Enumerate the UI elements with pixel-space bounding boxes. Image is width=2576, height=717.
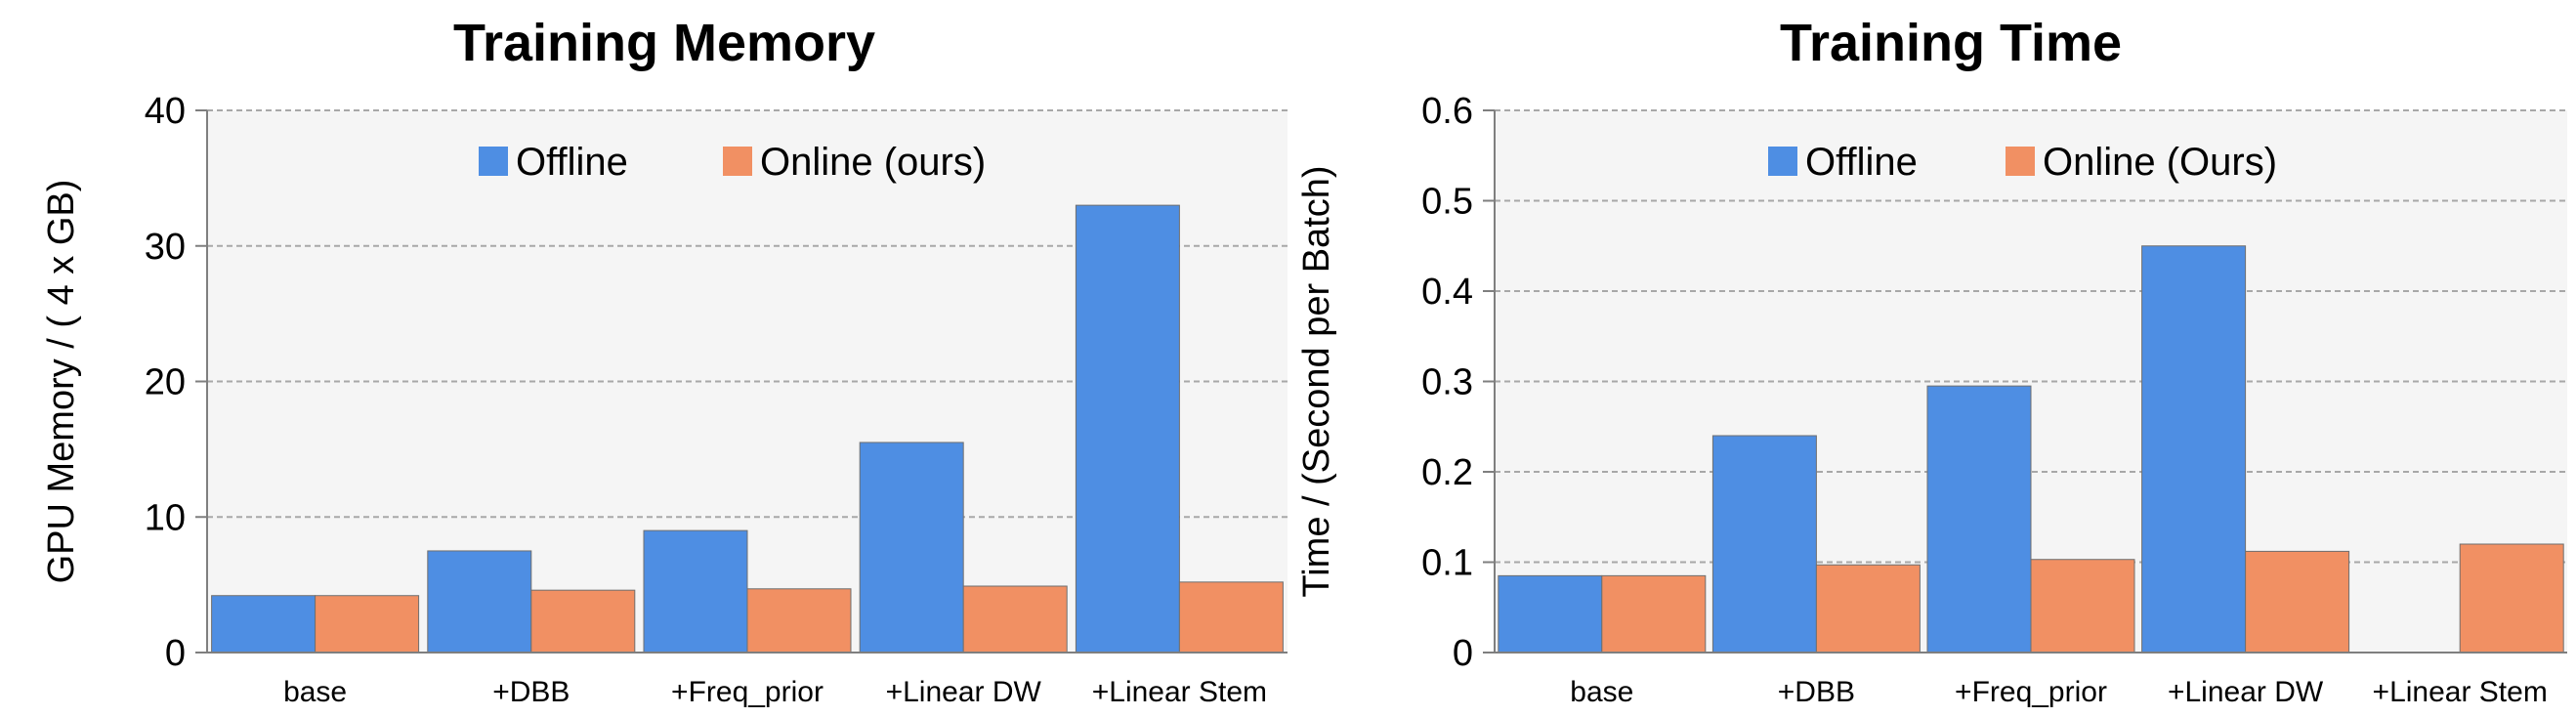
y-tick-label: 30	[145, 227, 186, 268]
y-tick-label: 0	[1453, 633, 1473, 674]
bar-online	[315, 595, 420, 654]
bar-online	[1815, 564, 1921, 654]
y-tick-label: 0.1	[1421, 543, 1473, 584]
y-tick-label: 10	[145, 497, 186, 538]
legend-label-online: Online (Ours)	[2043, 141, 2277, 184]
bar-online	[2030, 559, 2135, 654]
bar-online	[2245, 550, 2350, 654]
chart-2: 0 0.1 0.2 0.3 0.4 0.5 0.6 base +DBB +Freq_prior +L…	[1296, 14, 2567, 708]
bar-online	[1601, 574, 1707, 654]
bar-online	[962, 585, 1068, 654]
bar-online	[2459, 543, 2564, 654]
y-tick-label: 0.2	[1421, 452, 1473, 493]
x-tick-label: base	[283, 676, 347, 708]
chart-title: Training Time	[1780, 14, 2122, 72]
y-tick-label: 20	[145, 362, 186, 403]
y-tick-label: 0.3	[1421, 362, 1473, 403]
bar-offline	[643, 529, 748, 654]
bar-online	[1178, 581, 1284, 654]
legend-swatch-online	[723, 147, 752, 176]
legend-label-online: Online (ours)	[760, 141, 986, 184]
legend-label-offline: Offline	[1805, 141, 1918, 184]
legend-label-offline: Offline	[516, 141, 628, 184]
bar-online	[746, 588, 852, 654]
x-tick-label: +Freq_prior	[1955, 676, 2107, 708]
bar-offline	[1075, 204, 1180, 654]
chart-title: Training Memory	[453, 14, 875, 72]
x-tick-label: +Linear Stem	[1092, 676, 1267, 708]
bar-offline	[1926, 385, 2032, 654]
x-tick-label: +DBB	[1778, 676, 1855, 708]
x-tick-label: base	[1570, 676, 1633, 708]
bar-offline	[211, 595, 317, 654]
y-tick-label: 0.5	[1421, 182, 1473, 223]
bar-offline	[1498, 574, 1603, 654]
x-tick-label: +Freq_prior	[671, 676, 823, 708]
y-axis-label: Time / (Second per Batch)	[1296, 165, 1337, 597]
legend-swatch-online	[2006, 147, 2035, 176]
y-axis-label: GPU Memory / ( 4 x GB)	[41, 180, 82, 584]
bar-offline	[2141, 245, 2247, 654]
bar-online	[530, 589, 636, 654]
x-tick-label: +DBB	[492, 676, 570, 708]
y-tick-label: 0.4	[1421, 272, 1473, 313]
bar-offline	[1711, 435, 1817, 654]
bar-offline	[427, 550, 532, 654]
y-tick-label: 0.6	[1421, 91, 1473, 132]
legend-swatch-offline	[479, 147, 508, 176]
bar-offline	[859, 442, 964, 654]
x-tick-label: +Linear Stem	[2373, 676, 2548, 708]
y-tick-label: 0	[165, 633, 186, 674]
chart-1: 0 10 20 30 40 base +DBB +Freq_prior +Linear DW +L…	[41, 14, 1288, 708]
y-tick-label: 40	[145, 91, 186, 132]
x-tick-label: +Linear DW	[886, 676, 1042, 708]
x-tick-label: +Linear DW	[2168, 676, 2324, 708]
legend-swatch-offline	[1768, 147, 1797, 176]
